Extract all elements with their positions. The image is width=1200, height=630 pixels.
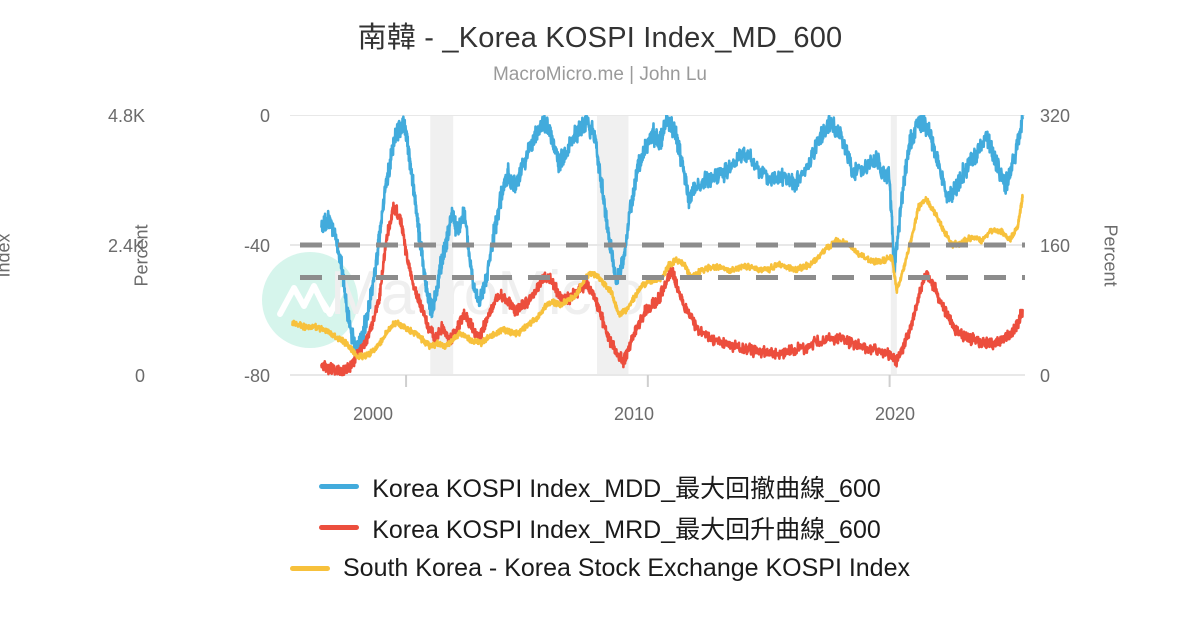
legend-label-mdd: Korea KOSPI Index_MDD_最大回撤曲線_600	[372, 474, 881, 503]
tick-left-outer-0: 4.8K	[107, 106, 145, 126]
axis-title-left-outer: Index	[0, 233, 14, 278]
tick-left-inner-1: -40	[243, 236, 270, 256]
series-line	[291, 193, 1024, 361]
tick-right-1: 160	[1040, 236, 1071, 256]
page-subtitle: MacroMicro.me | John Lu	[492, 64, 707, 85]
chart-plot-area	[290, 115, 1025, 387]
legend-item-kospi[interactable]: South Korea - Korea Stock Exchange KOSPI…	[0, 548, 1200, 589]
tick-bottom-0: 2000	[352, 404, 394, 424]
legend-item-mrd[interactable]: Korea KOSPI Index_MRD_最大回升曲線_600	[0, 507, 1200, 548]
series-line	[320, 201, 1024, 377]
chart-legend: Korea KOSPI Index_MDD_最大回撤曲線_600 Korea K…	[0, 466, 1200, 589]
page-title: 南韓 - _Korea KOSPI Index_MD_600	[357, 22, 843, 54]
legend-item-mdd[interactable]: Korea KOSPI Index_MDD_最大回撤曲線_600	[0, 466, 1200, 507]
legend-swatch-kospi	[290, 566, 330, 571]
legend-label-kospi: South Korea - Korea Stock Exchange KOSPI…	[343, 554, 910, 582]
tick-left-outer-2: 0	[134, 366, 145, 386]
tick-bottom-2: 2020	[874, 404, 916, 424]
tick-right-0: 320	[1040, 106, 1071, 126]
tick-right-2: 0	[1040, 366, 1051, 386]
legend-label-mrd: Korea KOSPI Index_MRD_最大回升曲線_600	[372, 515, 881, 544]
tick-left-outer-1: 2.4K	[107, 236, 145, 256]
tick-left-inner-2: -80	[243, 366, 270, 386]
legend-swatch-mrd	[319, 525, 360, 530]
tick-left-inner-0: 0	[259, 106, 270, 126]
series-line	[320, 115, 1024, 353]
macromicro-logo-icon	[277, 283, 345, 317]
tick-bottom-1: 2010	[613, 404, 655, 424]
legend-swatch-mdd	[319, 484, 360, 489]
